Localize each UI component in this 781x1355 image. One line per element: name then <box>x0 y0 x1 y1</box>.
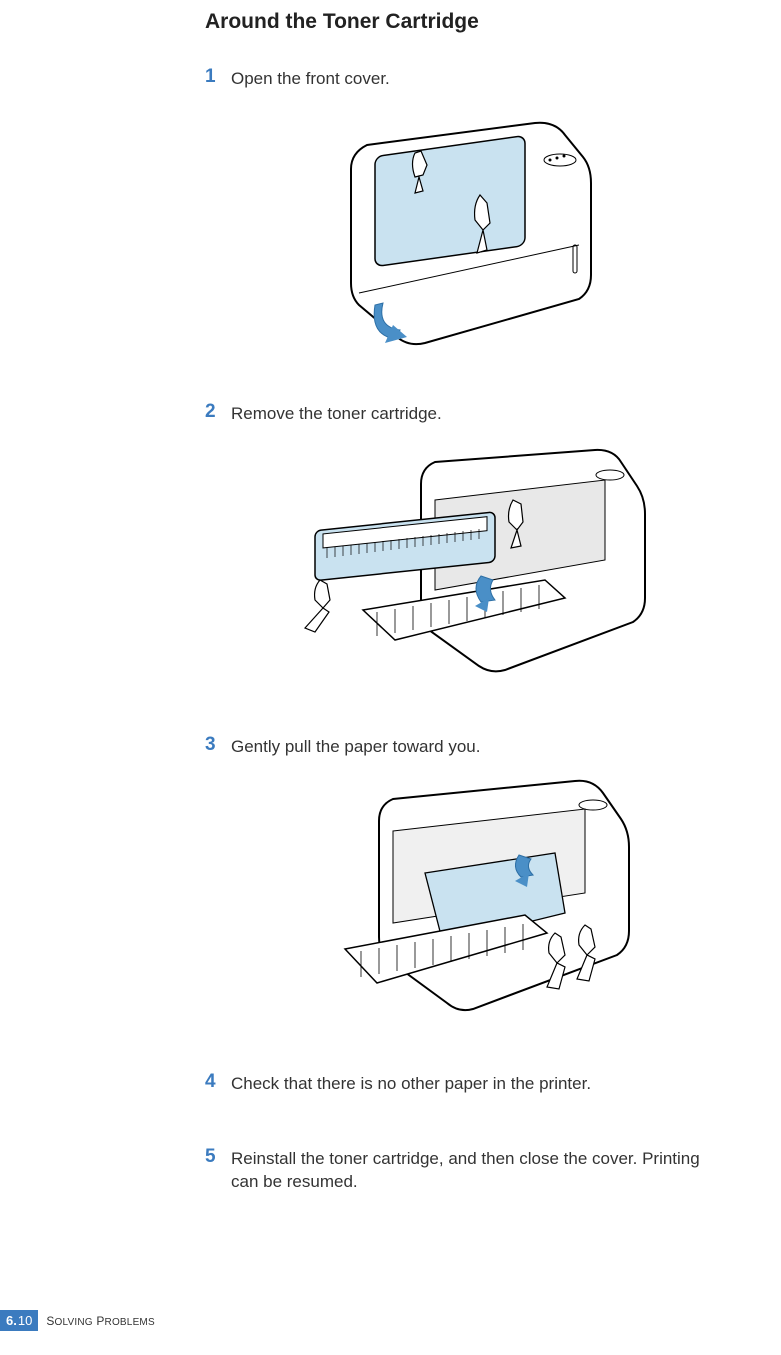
step-number: 3 <box>205 734 231 756</box>
illustration-step-2 <box>265 440 721 696</box>
illustration-step-1 <box>315 105 721 363</box>
chapter-number: 6. <box>6 1313 17 1328</box>
footer-section-label: SOLVING PROBLEMS <box>46 1314 155 1328</box>
step-number: 2 <box>205 401 231 423</box>
step-4: 4 Check that there is no other paper in … <box>205 1071 721 1096</box>
step-text: Gently pull the paper toward you. <box>231 734 480 759</box>
step-text: Check that there is no other paper in th… <box>231 1071 591 1096</box>
step-text: Remove the toner cartridge. <box>231 401 442 426</box>
step-text: Reinstall the toner cartridge, and then … <box>231 1146 721 1194</box>
step-number: 4 <box>205 1071 231 1093</box>
page-number-tab: 6.10 <box>0 1310 38 1331</box>
step-5: 5 Reinstall the toner cartridge, and the… <box>205 1146 721 1194</box>
step-2: 2 Remove the toner cartridge. <box>205 401 721 426</box>
step-text: Open the front cover. <box>231 66 390 91</box>
step-number: 5 <box>205 1146 231 1168</box>
illustration-step-3 <box>295 773 721 1033</box>
section-title: Around the Toner Cartridge <box>205 10 721 34</box>
page-number: 10 <box>18 1313 32 1328</box>
step-3: 3 Gently pull the paper toward you. <box>205 734 721 759</box>
step-number: 1 <box>205 66 231 88</box>
page-footer: 6.10 SOLVING PROBLEMS <box>0 1310 155 1331</box>
step-1: 1 Open the front cover. <box>205 66 721 91</box>
